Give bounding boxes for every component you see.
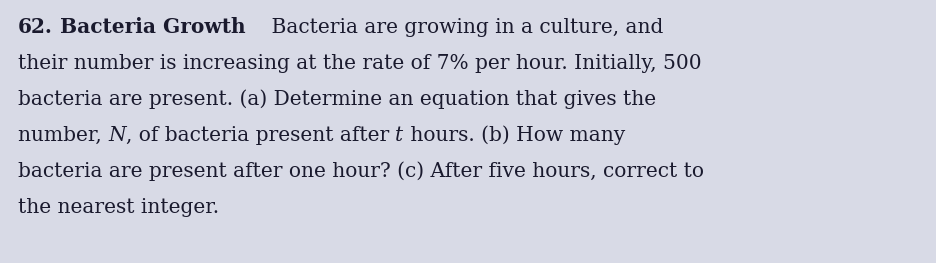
- Text: bacteria are present after one hour? (c) After five hours, correct to: bacteria are present after one hour? (c)…: [18, 161, 704, 181]
- Text: the nearest integer.: the nearest integer.: [18, 198, 219, 217]
- Text: t: t: [395, 126, 403, 145]
- Text: Bacteria Growth: Bacteria Growth: [52, 17, 245, 37]
- Text: , of bacteria present after: , of bacteria present after: [125, 126, 395, 145]
- Text: number,: number,: [18, 126, 109, 145]
- Text: their number is increasing at the rate of 7% per hour. Initially, 500: their number is increasing at the rate o…: [18, 54, 702, 73]
- Text: hours. (b) How many: hours. (b) How many: [403, 125, 624, 145]
- Text: N: N: [109, 126, 125, 145]
- Text: bacteria are present. (a) Determine an equation that gives the: bacteria are present. (a) Determine an e…: [18, 89, 656, 109]
- Text: 62.: 62.: [18, 17, 52, 37]
- Text: Bacteria are growing in a culture, and: Bacteria are growing in a culture, and: [245, 18, 663, 37]
